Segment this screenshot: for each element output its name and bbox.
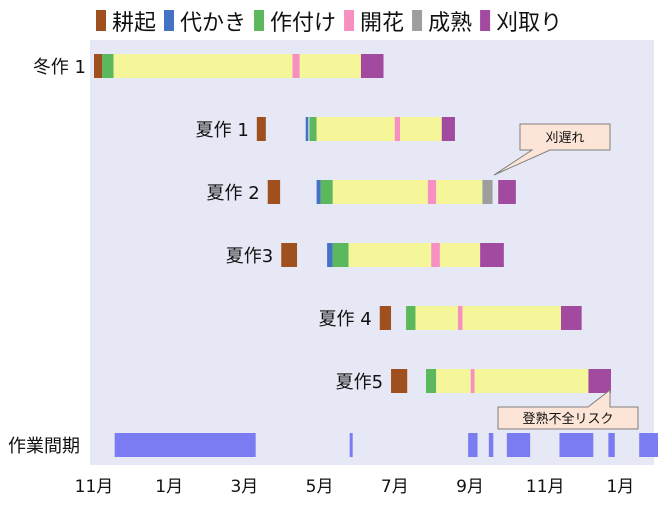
work-period-bar bbox=[468, 433, 478, 457]
legend-label-planting: 作付け bbox=[270, 11, 336, 36]
legend-swatch-harvest bbox=[480, 10, 491, 31]
legend-label-flowering: 開花 bbox=[360, 11, 404, 36]
row-label-3: 夏作 2 bbox=[207, 183, 260, 204]
callout-late-harvest bbox=[493, 123, 611, 176]
row-label-1: 冬作 1 bbox=[33, 57, 86, 78]
x-tick-label: 5月 bbox=[306, 477, 334, 497]
bar-4-puddling bbox=[327, 243, 333, 267]
crop-bars bbox=[94, 54, 611, 393]
bar-4-growing bbox=[439, 243, 481, 267]
bar-6-tillage bbox=[391, 369, 408, 393]
legend-label-puddling: 代かき bbox=[180, 11, 246, 36]
bar-2-harvest bbox=[441, 117, 455, 141]
bar-5-tillage bbox=[379, 306, 392, 330]
bar-1-harvest bbox=[360, 54, 384, 78]
bar-3-harvest bbox=[498, 180, 516, 204]
bar-5-growing bbox=[462, 306, 561, 330]
legend-label-ripening: 成熟 bbox=[428, 11, 472, 36]
bar-2-tillage bbox=[256, 117, 266, 141]
bar-4-harvest bbox=[480, 243, 504, 267]
legend-swatch-puddling bbox=[164, 10, 175, 31]
bar-2-growing bbox=[316, 117, 395, 141]
x-tick-label: 1月 bbox=[606, 477, 634, 497]
legend-swatch-planting bbox=[254, 10, 265, 31]
callout-late-harvest-text: 刈遅れ bbox=[545, 131, 584, 146]
bar-1-growing bbox=[299, 54, 361, 78]
bar-1-tillage bbox=[94, 54, 103, 78]
bar-4-tillage bbox=[281, 243, 298, 267]
bar-6-flowering bbox=[470, 369, 475, 393]
x-tick-label: 11月 bbox=[75, 477, 114, 497]
x-tick-label: 3月 bbox=[230, 477, 258, 497]
bar-5-planting bbox=[406, 306, 416, 330]
callout-ripening-risk bbox=[497, 388, 639, 430]
x-tick-label: 11月 bbox=[526, 477, 565, 497]
legend-swatch-flowering bbox=[344, 10, 355, 31]
bar-3-planting bbox=[320, 180, 333, 204]
row-label-5: 夏作 4 bbox=[319, 309, 372, 330]
bar-4-flowering bbox=[431, 243, 440, 267]
x-tick-label: 9月 bbox=[456, 477, 484, 497]
bar-6-planting bbox=[426, 369, 437, 393]
bar-3-tillage bbox=[267, 180, 281, 204]
work-period-bar bbox=[349, 433, 353, 457]
bar-4-growing bbox=[348, 243, 432, 267]
bar-1-growing bbox=[113, 54, 293, 78]
bar-2-growing bbox=[400, 117, 442, 141]
bar-2-flowering bbox=[394, 117, 401, 141]
x-axis-ticks: 11月 1月 3月 5月 7月 9月 11月 1月 bbox=[75, 477, 635, 497]
bar-1-flowering bbox=[292, 54, 300, 78]
work-period-bar bbox=[488, 433, 494, 457]
bar-3-puddling bbox=[316, 180, 321, 204]
row-labels: 冬作 1 夏作 1 夏作 2 夏作3 夏作 4 夏作5 作業間期 bbox=[8, 57, 383, 457]
legend: 耕起 代かき 作付け 開花 成熟 刈取り bbox=[96, 10, 562, 36]
legend-swatch-tillage bbox=[96, 10, 106, 31]
legend-label-harvest: 刈取り bbox=[496, 11, 562, 36]
bar-1-planting bbox=[102, 54, 114, 78]
bar-6-growing bbox=[474, 369, 589, 393]
bar-6-growing bbox=[436, 369, 471, 393]
row-label-4: 夏作3 bbox=[226, 246, 273, 267]
bar-6-harvest bbox=[588, 369, 611, 393]
bar-4-planting bbox=[332, 243, 349, 267]
x-tick-label: 1月 bbox=[155, 477, 183, 497]
work-period-bar bbox=[608, 433, 615, 457]
legend-label-tillage: 耕起 bbox=[112, 11, 156, 36]
row-label-work-period: 作業間期 bbox=[8, 436, 80, 457]
bar-5-growing bbox=[415, 306, 458, 330]
work-period-bars bbox=[114, 433, 658, 457]
bar-2-puddling bbox=[305, 117, 309, 141]
work-period-bar bbox=[639, 433, 658, 457]
row-label-6: 夏作5 bbox=[336, 372, 383, 393]
work-period-bar bbox=[559, 433, 594, 457]
bar-2-planting bbox=[309, 117, 317, 141]
row-label-2: 夏作 1 bbox=[196, 120, 249, 141]
bar-3-growing bbox=[332, 180, 428, 204]
work-period-bar bbox=[506, 433, 531, 457]
bar-3-flowering bbox=[427, 180, 437, 204]
bar-3-growing bbox=[436, 180, 483, 204]
callout-ripening-risk-text: 登熟不全リスク bbox=[522, 411, 613, 427]
x-tick-label: 7月 bbox=[381, 477, 409, 497]
bar-3-ripening bbox=[482, 180, 493, 204]
work-period-bar bbox=[114, 433, 256, 457]
bar-5-flowering bbox=[457, 306, 463, 330]
legend-swatch-ripening bbox=[412, 10, 423, 31]
bar-5-harvest bbox=[560, 306, 582, 330]
